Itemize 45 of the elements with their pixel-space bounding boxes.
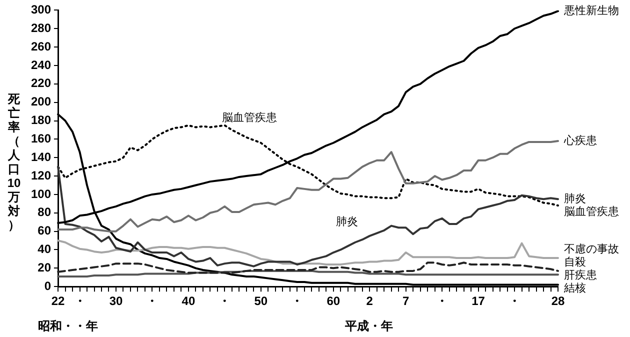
series-label: 肝疾患: [564, 268, 597, 282]
x-tick-label: 60: [326, 294, 340, 308]
x-tick-label: 28: [551, 294, 565, 308]
y-tick-label: 240: [30, 58, 52, 72]
y-tick-label: 160: [30, 132, 52, 146]
y-tick-label: 20: [38, 260, 52, 274]
x-tick-label: 17: [472, 294, 486, 308]
series-label: 結核: [563, 282, 586, 295]
x-tick-label: 2: [366, 294, 374, 308]
x-tick-label: ・: [436, 294, 448, 308]
line-series: [57, 262, 559, 274]
x-tick-label: 30: [109, 294, 123, 308]
y-tick-label: 300: [30, 2, 52, 17]
x-tick-label: ・: [74, 294, 86, 308]
y-tick-label: 280: [30, 20, 52, 35]
y-tick-label: 200: [30, 94, 52, 109]
x-tick-label: ・: [218, 294, 231, 308]
series-label: 自殺: [564, 256, 586, 269]
y-tick-label: 80: [38, 205, 52, 220]
x-tick-label: ・: [146, 294, 158, 308]
y-tick-label: 40: [38, 242, 52, 256]
x-tick-label: 22: [51, 294, 66, 308]
series-label: 心疾患: [563, 134, 597, 148]
y-tick-label: 100: [30, 186, 52, 201]
x-tick-label: ・: [508, 294, 521, 308]
text: 平成・年: [345, 318, 393, 335]
x-tick-label: ・: [291, 294, 304, 308]
y-tick-label: 0: [44, 278, 52, 293]
y-tick-label: 120: [30, 168, 52, 182]
x-axis-title: 昭和・・年: [38, 318, 98, 335]
x-tick-label: 7: [402, 294, 410, 308]
y-tick-label: 60: [38, 224, 52, 238]
y-tick-label: 180: [30, 113, 52, 128]
annotation: 脳血管疾患: [222, 110, 277, 125]
y-tick-label: 220: [30, 76, 52, 90]
x-tick-label: 40: [182, 294, 196, 308]
text: 死亡率（人口10万対）: [7, 92, 21, 232]
series-label: 不慮の事故: [564, 242, 619, 256]
series-label: 悪性新生物: [563, 4, 619, 18]
series-label: 脳血管疾患: [564, 205, 619, 218]
y-tick-label: 260: [30, 39, 52, 54]
series-label: 肺炎: [564, 193, 586, 206]
annotation: 肺炎: [336, 215, 358, 229]
x-tick-label: 50: [254, 294, 268, 308]
y-tick-label: 140: [30, 150, 52, 164]
